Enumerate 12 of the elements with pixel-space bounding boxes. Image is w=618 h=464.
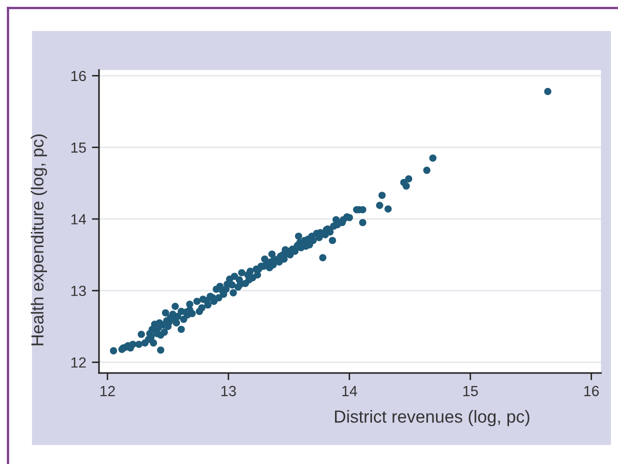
y-tick-label: 14 (71, 214, 86, 224)
x-tick-label: 12 (100, 386, 115, 396)
y-tick-label: 16 (71, 70, 86, 82)
x-tick-label: 16 (584, 386, 599, 396)
y-tick-label: 15 (71, 142, 86, 153)
y-axis-title: Health expenditure (log, pc) (30, 134, 47, 346)
x-axis-title: District revenues (log, pc) (335, 410, 530, 426)
y-tick-label: 13 (71, 286, 86, 296)
x-tick-label: 15 (463, 386, 478, 396)
x-tick-label: 14 (342, 386, 358, 396)
x-tick-label: 13 (221, 386, 236, 396)
y-tick-label: 12 (71, 357, 86, 368)
